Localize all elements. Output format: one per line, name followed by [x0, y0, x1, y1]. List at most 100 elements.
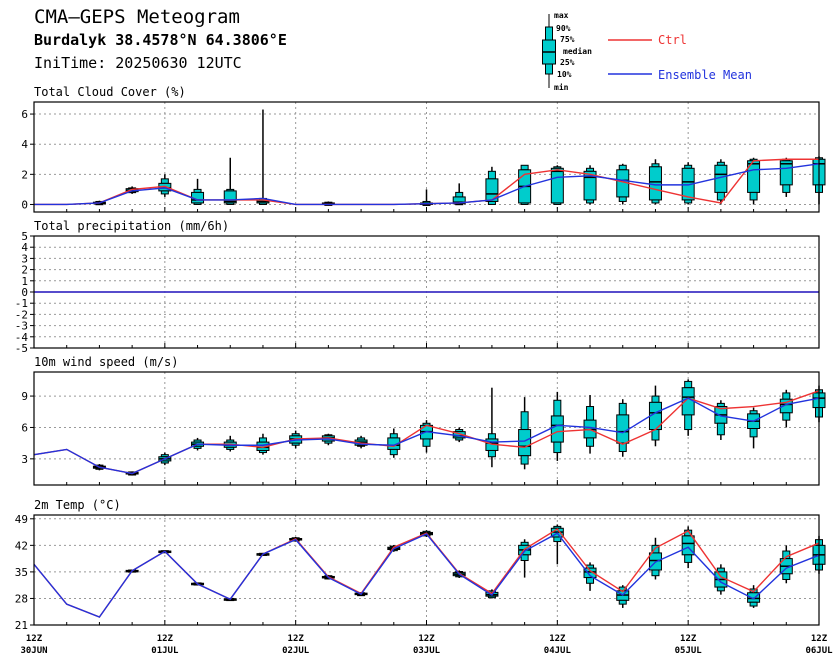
- y-tick-label: -3: [15, 320, 28, 333]
- y-tick-label: 5: [21, 230, 28, 243]
- x-tick-hour-label: 12Z: [26, 634, 43, 644]
- box-outer-lower: [324, 440, 333, 444]
- box-outer-lower: [226, 446, 235, 450]
- y-tick-label: 2: [21, 264, 28, 277]
- legend-box-outer-upper: [545, 26, 553, 41]
- box-outer-upper: [258, 437, 267, 443]
- box-outer-upper: [553, 399, 562, 417]
- box-outer-lower: [553, 441, 562, 454]
- x-tick-date-label: 04JUL: [544, 646, 572, 656]
- panel-title: Total precipitation (mm/6h): [34, 219, 229, 233]
- y-tick-label: 4: [21, 241, 28, 254]
- box-outer-lower: [782, 184, 791, 193]
- y-tick-label: 0: [21, 198, 28, 211]
- box-7: [256, 109, 270, 205]
- y-tick-label: 1: [21, 275, 28, 288]
- box-outer-upper: [487, 433, 496, 440]
- y-tick-label: 3: [21, 453, 28, 466]
- header: CMA—GEPS Meteogram Burdalyk 38.4578°N 64…: [0, 0, 839, 95]
- x-tick-hour-label: 12Z: [549, 634, 566, 644]
- box-outer-lower: [782, 412, 791, 421]
- box-outer-lower: [684, 414, 693, 431]
- x-axis: 12Z 30JUN 12Z 01JUL 12Z 02JUL 12Z 03JUL 12Z 04JUL…: [20, 634, 833, 656]
- box-outer-lower: [193, 202, 202, 205]
- box-outer-upper: [389, 433, 398, 439]
- box-outer-lower: [618, 442, 627, 453]
- box-outer-upper: [618, 402, 627, 416]
- box-outer-lower: [749, 601, 758, 607]
- x-tick-date-label: 06JUL: [805, 646, 833, 656]
- box-outer-lower: [586, 577, 595, 584]
- box-outer-lower: [193, 445, 202, 449]
- legend-label-p10: 10%: [557, 70, 572, 79]
- box-14: [485, 166, 499, 205]
- box-inner: [550, 415, 564, 443]
- box-22: [747, 407, 761, 449]
- x-tick-hour-label: 12Z: [157, 634, 174, 644]
- box-outer-upper: [684, 380, 693, 389]
- legend-label-p90: 90%: [556, 24, 571, 33]
- box-outer-upper: [586, 406, 595, 421]
- box-outer-upper: [651, 395, 660, 403]
- box-18: [616, 163, 630, 205]
- box-13: [452, 183, 466, 206]
- x-tick-date-label: 02JUL: [282, 646, 310, 656]
- box-outer-upper: [487, 170, 496, 180]
- box-21: [714, 400, 728, 441]
- box-outer-lower: [749, 428, 758, 438]
- chart-title: CMA—GEPS Meteogram: [34, 6, 240, 28]
- box-outer-lower: [95, 203, 104, 206]
- box-18: [616, 399, 630, 457]
- box-outer-lower: [422, 438, 431, 447]
- ctrl-line: [33, 528, 820, 618]
- box-outer-lower: [487, 200, 496, 205]
- box-outer-lower: [291, 442, 300, 446]
- legend: max 90% 75% median 25% 10% min Ctrl Ense…: [542, 11, 752, 92]
- y-tick-label: 3: [21, 252, 28, 265]
- box-23: [779, 545, 793, 584]
- box-outer-upper: [520, 411, 529, 431]
- box-outer-lower: [487, 595, 496, 599]
- legend-mean-label: Ensemble Mean: [658, 68, 752, 82]
- x-tick-date-label: 05JUL: [675, 646, 703, 656]
- box-17: [583, 395, 597, 454]
- legend-label-max: max: [554, 11, 569, 20]
- box-19: [648, 159, 662, 205]
- box-outer-lower: [520, 202, 529, 205]
- y-tick-label: 9: [21, 390, 28, 403]
- box-17: [583, 562, 597, 591]
- box-outer-lower: [520, 554, 529, 562]
- ensemble-mean-line: [33, 532, 820, 618]
- box-outer-lower: [95, 467, 104, 470]
- box-outer-lower: [160, 190, 169, 195]
- box-15: [518, 397, 532, 470]
- box-outer-lower: [684, 554, 693, 563]
- box-outer-lower: [716, 422, 725, 436]
- box-inner: [550, 167, 564, 204]
- box-outer-lower: [553, 202, 562, 205]
- box-outer-lower: [716, 191, 725, 201]
- box-23: [779, 389, 793, 428]
- box-16: [550, 524, 564, 565]
- y-tick-label: -4: [15, 331, 29, 344]
- x-tick-date-label: 03JUL: [413, 646, 441, 656]
- panel-frame: [33, 514, 820, 626]
- x-tick-hour-label: 12Z: [418, 634, 435, 644]
- x-tick-hour-label: 12Z: [680, 634, 697, 644]
- box-20: [681, 162, 695, 205]
- y-tick-label: -1: [15, 297, 28, 310]
- legend-label-median: median: [563, 46, 592, 56]
- box-inner: [518, 429, 532, 457]
- box-inner: [648, 166, 662, 201]
- box-outer-lower: [586, 199, 595, 204]
- box-outer-upper: [520, 164, 529, 171]
- panel-frame: [33, 371, 820, 486]
- ensemble-mean-line: [33, 397, 820, 475]
- location-label: Burdalyk 38.4578°N 64.3806°E: [34, 31, 287, 49]
- y-tick-label: 2: [21, 168, 28, 181]
- box-16: [550, 165, 564, 205]
- legend-box-outer-lower: [545, 63, 553, 75]
- box-6: [223, 157, 237, 205]
- box-inner: [616, 414, 630, 444]
